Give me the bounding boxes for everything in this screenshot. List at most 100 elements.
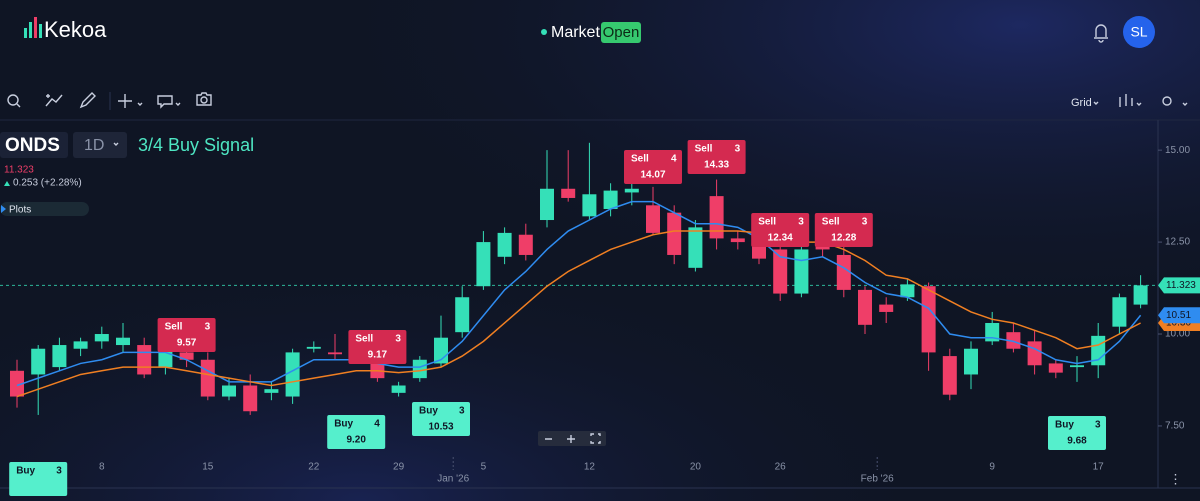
note-icon[interactable] [157,95,173,109]
signal-box [157,318,216,352]
x-tick-label: 8 [99,462,105,473]
zoom-buttons[interactable] [545,433,601,444]
candle-body [200,359,215,397]
candle-body [476,242,491,287]
more-menu[interactable]: ⋮ [1169,471,1182,486]
y-tick-label: 7.50 [1165,421,1185,432]
candle-body [222,385,236,397]
candle-body [328,352,342,355]
signal: Buy 3 9.68 [1048,416,1106,450]
signal: Sell 3 12.28 [814,213,873,247]
settings-icon[interactable] [1162,96,1172,106]
candle-body [942,356,957,395]
signal-box [348,330,407,364]
candle-body [412,359,427,379]
logo-text: Kekoa [44,17,107,42]
candle-body [455,297,470,333]
candle-body [52,345,67,368]
x-tick-label: 15 [202,462,214,473]
candle-body [10,370,24,397]
candle-body [646,205,660,233]
signal: Sell 3 9.57 [157,318,216,352]
indicator-icon[interactable] [45,94,63,107]
signal-count: 4 [671,154,677,165]
interval-box[interactable] [73,132,127,158]
signal: Sell 4 14.07 [624,150,682,184]
market-label: Market [551,24,600,41]
x-tick-label: 9 [989,462,995,473]
signal-box [814,213,873,247]
signal-type: Buy [1055,420,1074,431]
toolbar: Grid [7,92,1188,110]
y-tick-label: 10.00 [1165,329,1190,340]
candle-body [773,249,788,294]
signal-count: 3 [862,217,868,228]
signal-type: Buy [419,406,438,417]
signal-count: 3 [395,334,401,345]
signal-type: Sell [165,322,183,333]
candle-body [540,188,554,221]
x-tick-label: 20 [690,462,702,473]
signal-price: 9.57 [177,338,197,349]
candle-body [858,289,872,325]
price-tag [1158,277,1200,294]
signal-type: Sell [631,154,649,165]
signal-price: 12.34 [768,233,793,244]
candle-body [137,345,152,375]
candle-body [518,234,533,255]
logo[interactable]: Kekoa [24,17,107,42]
candle-body [900,284,915,298]
camera-icon[interactable] [196,92,212,106]
signal: Sell 3 14.33 [687,140,746,174]
crosshair-icon[interactable] [118,94,132,108]
symbol-box[interactable] [0,132,68,158]
signal-type: Sell [822,217,840,228]
candle-body [1048,363,1063,373]
signal: Buy 4 9.20 [327,415,386,449]
candle-body [285,352,300,397]
x-tick-label: 12 [584,462,596,473]
signal-count: 3 [735,144,741,155]
grid-menu[interactable]: Grid [1071,97,1092,109]
status-badge [601,22,641,43]
candle-body [836,254,851,290]
candle-body [1070,365,1084,368]
signal-count: 4 [374,419,380,430]
candle-body [709,196,724,239]
candle-body [921,286,936,353]
y-tick-label: 12.50 [1165,237,1190,248]
candle-body [179,352,194,360]
last-price: 11.323 [4,165,34,176]
x-tick-label: Feb '26 [861,474,894,485]
signal-type: Buy [16,466,35,477]
signal-count: 3 [205,322,211,333]
signal-box [687,140,746,174]
signal-type: Sell [695,144,713,155]
search-icon[interactable] [7,94,19,106]
status-dot [541,29,547,35]
bell[interactable] [1094,24,1108,43]
avatar[interactable] [1123,16,1155,48]
signal-box [751,213,810,247]
plots-pill[interactable] [0,202,89,216]
signal-count: 3 [459,406,465,417]
plot: 7.50 10.00 12.50 15.00 8 15 22 29 Jan '26 5 12 20 26… [0,140,1200,496]
x-tick-label: 17 [1093,462,1105,473]
candle-body [964,348,978,375]
candle-body [497,232,512,257]
draw-icon[interactable] [79,92,96,109]
candle-body [1112,297,1127,327]
candle-body [1006,332,1021,349]
signal: Buy 3 [9,462,68,496]
signal-box [624,150,682,184]
plots-label: Plots [9,205,31,216]
candle-body [561,188,576,198]
chart-type-icon[interactable] [1119,94,1133,107]
signal: Sell 3 9.17 [348,330,407,364]
price-change: 0.253 (+2.28%) [13,178,82,189]
signal-count: 3 [1095,420,1101,431]
moving-average [16,230,1141,398]
candle-body [94,334,109,342]
candle-body [73,341,88,349]
